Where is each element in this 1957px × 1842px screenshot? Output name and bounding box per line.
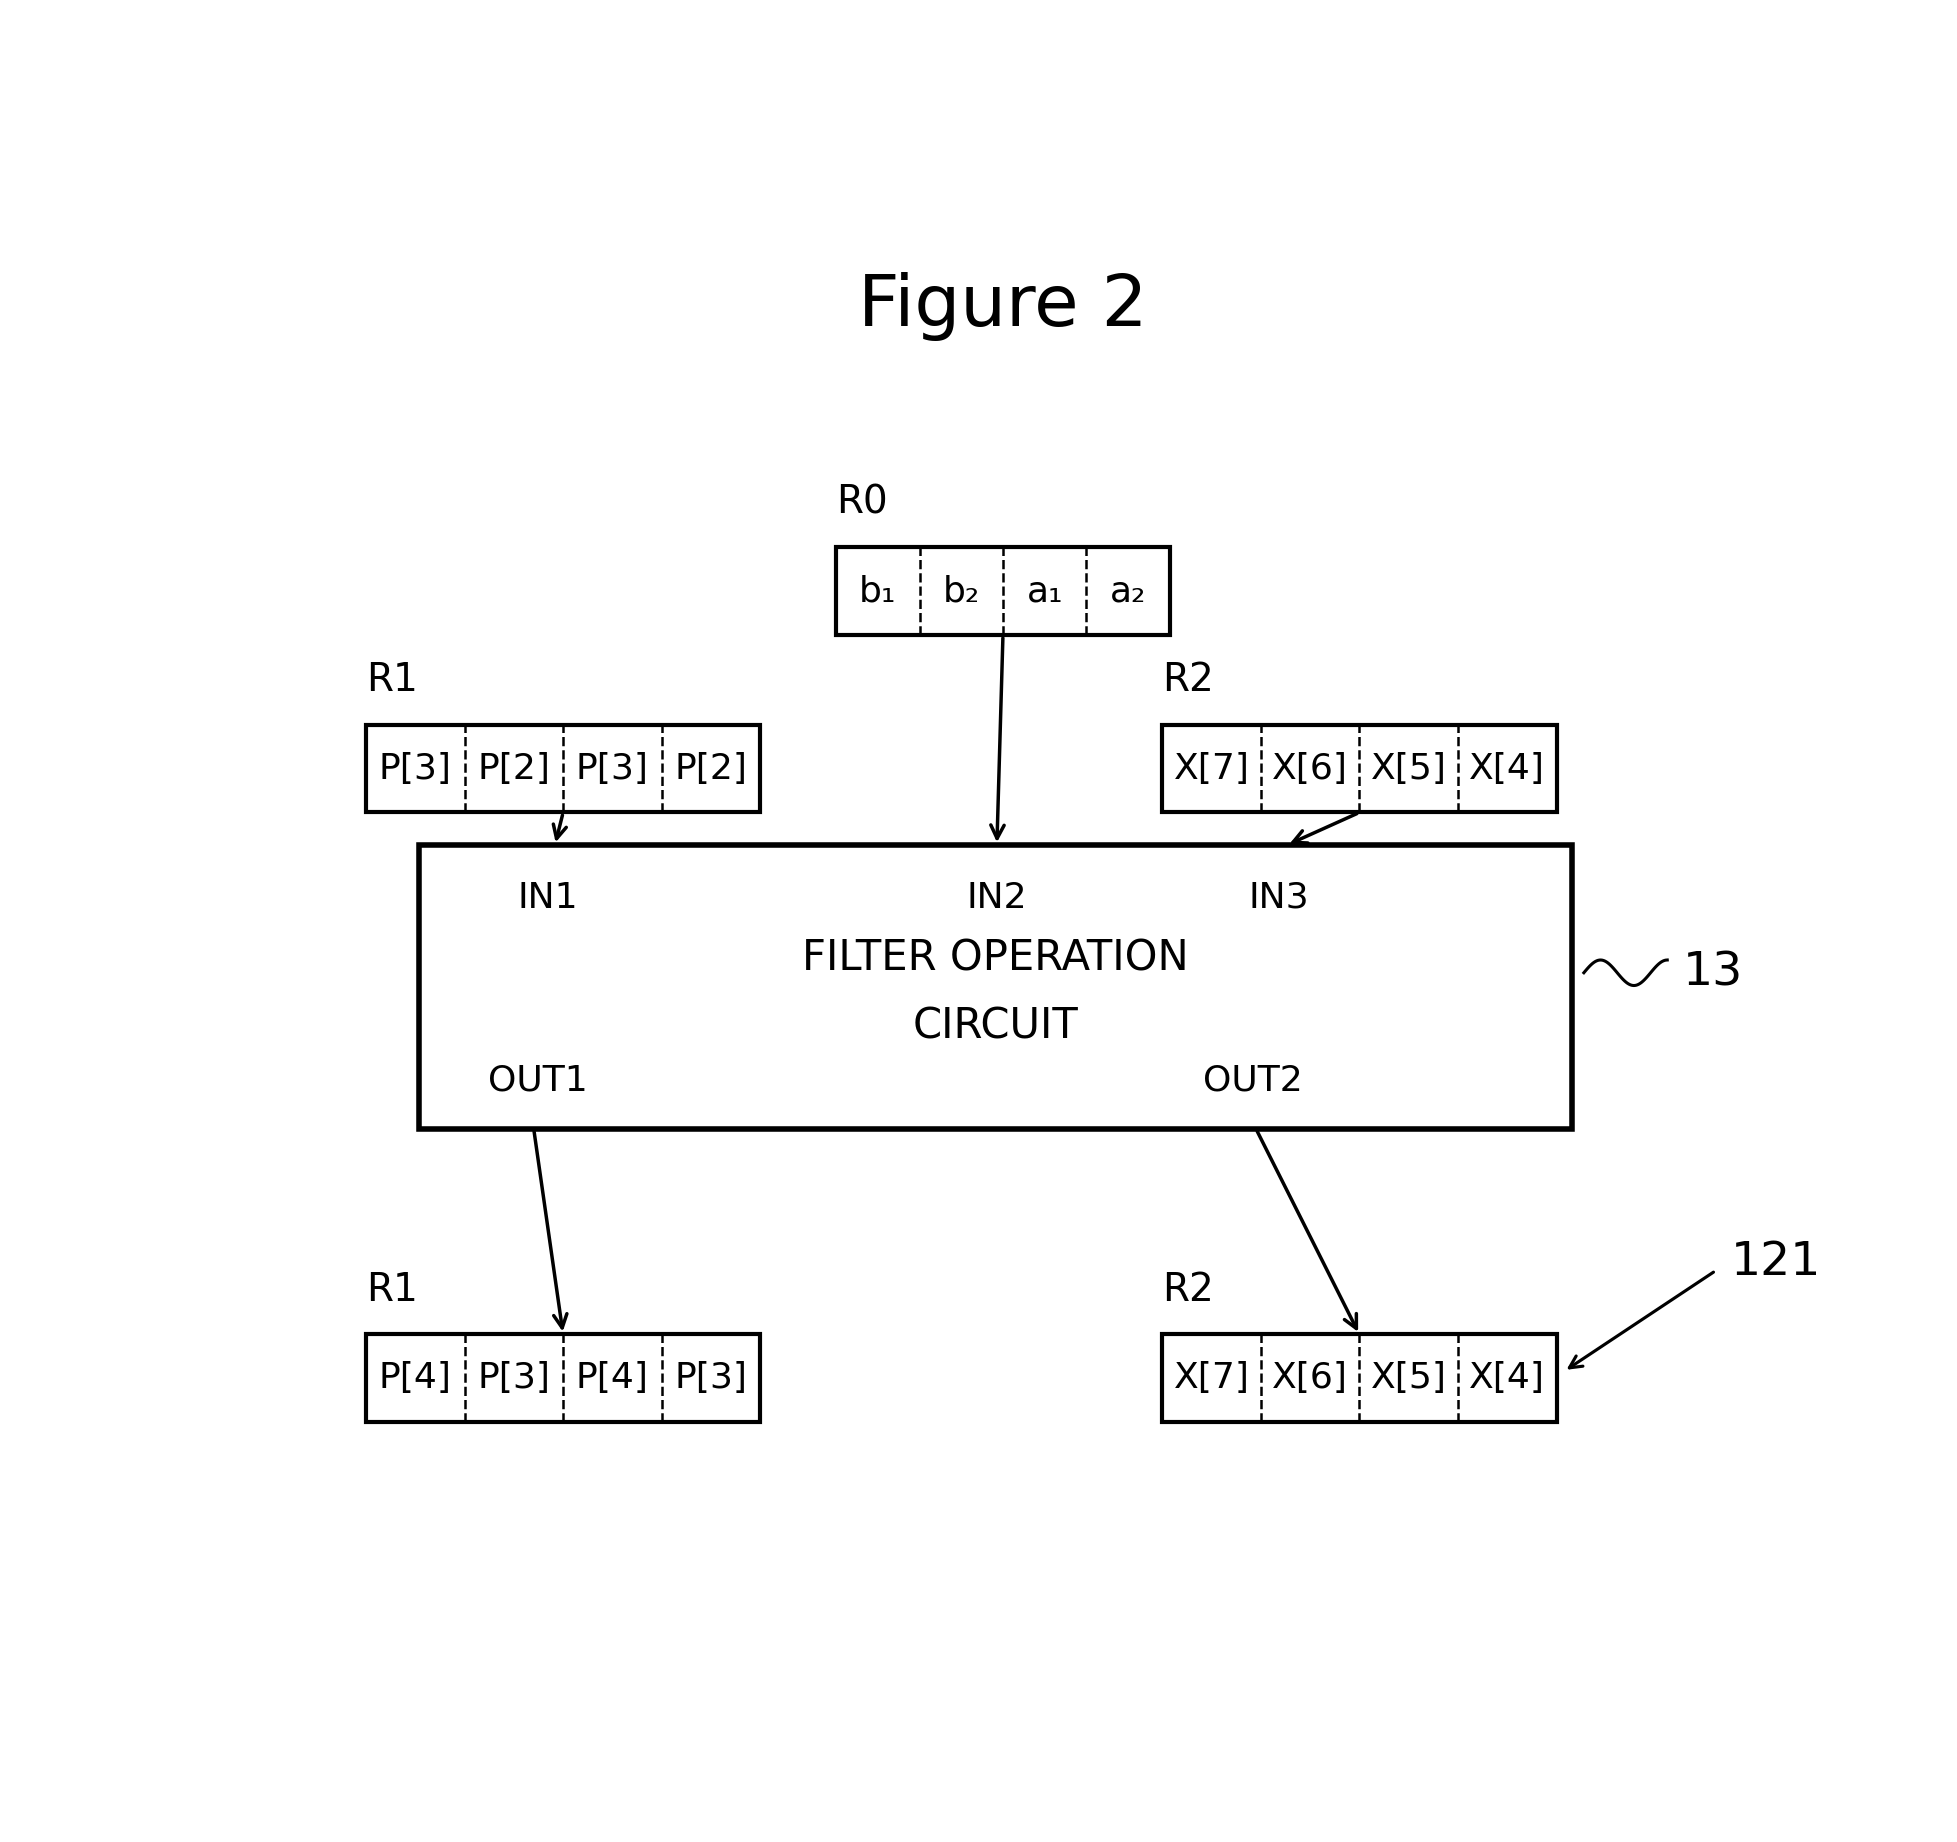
Text: R2: R2: [1162, 1271, 1213, 1310]
Text: X[6]: X[6]: [1272, 752, 1348, 785]
Text: OUT1: OUT1: [487, 1063, 587, 1098]
Text: X[5]: X[5]: [1370, 752, 1446, 785]
Text: CIRCUIT: CIRCUIT: [912, 1006, 1078, 1048]
Text: X[6]: X[6]: [1272, 1361, 1348, 1396]
Text: R0: R0: [836, 484, 888, 521]
Text: Figure 2: Figure 2: [859, 271, 1147, 341]
Text: 121: 121: [1732, 1240, 1822, 1284]
Bar: [366, 1334, 759, 1422]
Bar: [419, 845, 1571, 1129]
Bar: [1162, 1334, 1556, 1422]
Text: R2: R2: [1162, 661, 1213, 698]
Text: b₂: b₂: [943, 575, 980, 608]
Text: P[2]: P[2]: [675, 752, 748, 785]
Text: P[4]: P[4]: [575, 1361, 650, 1396]
Text: P[3]: P[3]: [575, 752, 650, 785]
Text: a₂: a₂: [1110, 575, 1147, 608]
Text: b₁: b₁: [859, 575, 896, 608]
Text: X[7]: X[7]: [1174, 752, 1249, 785]
Text: FILTER OPERATION: FILTER OPERATION: [802, 938, 1188, 980]
Text: P[4]: P[4]: [380, 1361, 452, 1396]
Bar: [1162, 724, 1556, 812]
Text: a₁: a₁: [1025, 575, 1063, 608]
Text: R1: R1: [366, 661, 419, 698]
Text: OUT2: OUT2: [1204, 1063, 1303, 1098]
Text: R1: R1: [366, 1271, 419, 1310]
Text: IN3: IN3: [1249, 880, 1309, 915]
Text: IN1: IN1: [517, 880, 577, 915]
Text: IN2: IN2: [967, 880, 1027, 915]
Text: 13: 13: [1683, 950, 1742, 995]
Text: X[4]: X[4]: [1470, 1361, 1546, 1396]
Text: P[3]: P[3]: [380, 752, 452, 785]
Text: X[7]: X[7]: [1174, 1361, 1249, 1396]
Bar: [836, 547, 1170, 635]
Text: P[3]: P[3]: [675, 1361, 748, 1396]
Text: P[2]: P[2]: [478, 752, 550, 785]
Text: X[4]: X[4]: [1470, 752, 1546, 785]
Text: P[3]: P[3]: [478, 1361, 550, 1396]
Text: X[5]: X[5]: [1370, 1361, 1446, 1396]
Bar: [366, 724, 759, 812]
